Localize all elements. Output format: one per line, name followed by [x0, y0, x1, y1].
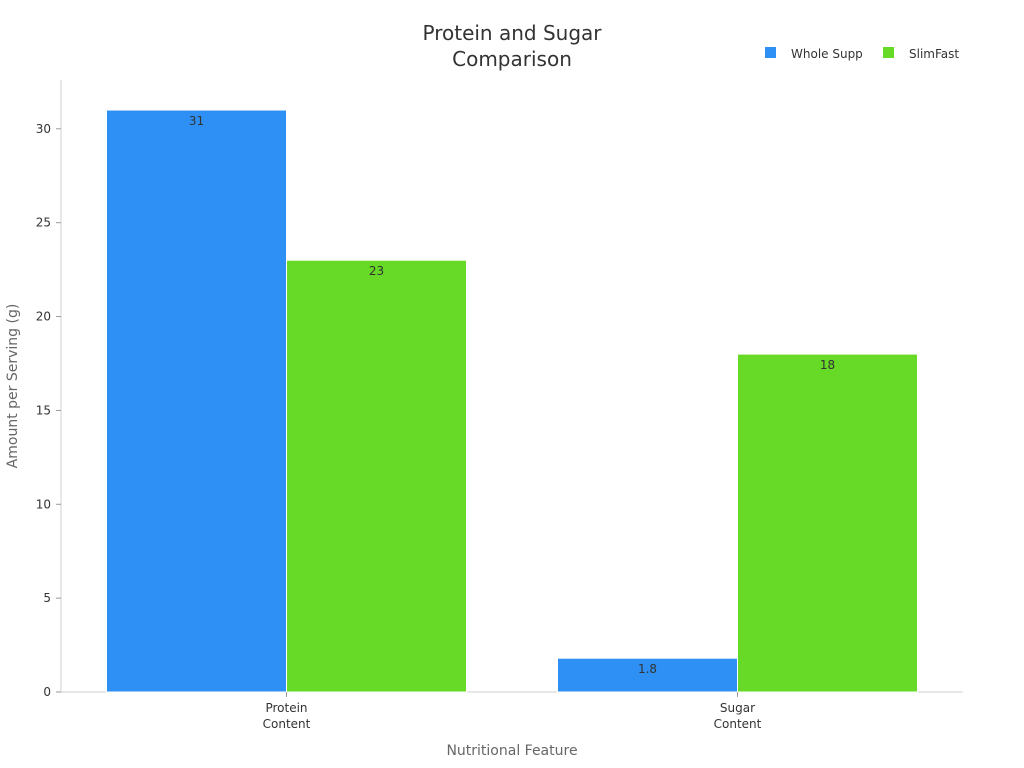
- bar-value-label: 23: [369, 264, 384, 278]
- x-tick-label: Content: [714, 717, 762, 731]
- y-tick-label: 10: [36, 497, 51, 511]
- x-tick-label: Content: [263, 717, 311, 731]
- bar: [737, 353, 918, 693]
- chart-title-line-2: Comparison: [452, 47, 572, 71]
- legend-label: SlimFast: [909, 47, 959, 61]
- bar: [106, 109, 287, 693]
- plot-area: 0 5 10 15 20 25 30 31 23 Protein Content 1.8 18 Sugar…: [36, 80, 963, 731]
- x-tick-label: Protein: [265, 701, 307, 715]
- bar: [286, 259, 467, 693]
- bar-value-label: 18: [820, 358, 835, 372]
- y-tick-label: 0: [43, 685, 51, 699]
- chart-title-line-1: Protein and Sugar: [423, 21, 603, 45]
- legend-swatch: [883, 47, 894, 58]
- y-tick-label: 5: [43, 591, 51, 605]
- legend-label: Whole Supp: [791, 47, 863, 61]
- y-tick-label: 25: [36, 216, 51, 230]
- x-tick-label: Sugar: [720, 701, 755, 715]
- y-tick-label: 15: [36, 403, 51, 417]
- bar-value-label: 31: [189, 114, 204, 128]
- x-axis-title: Nutritional Feature: [446, 743, 577, 759]
- bar-value-label: 1.8: [638, 662, 657, 676]
- legend-swatch: [765, 47, 776, 58]
- y-axis-title: Amount per Serving (g): [5, 304, 21, 469]
- y-tick-label: 30: [36, 122, 51, 136]
- y-tick-label: 20: [36, 310, 51, 324]
- legend: Whole Supp SlimFast: [765, 47, 959, 61]
